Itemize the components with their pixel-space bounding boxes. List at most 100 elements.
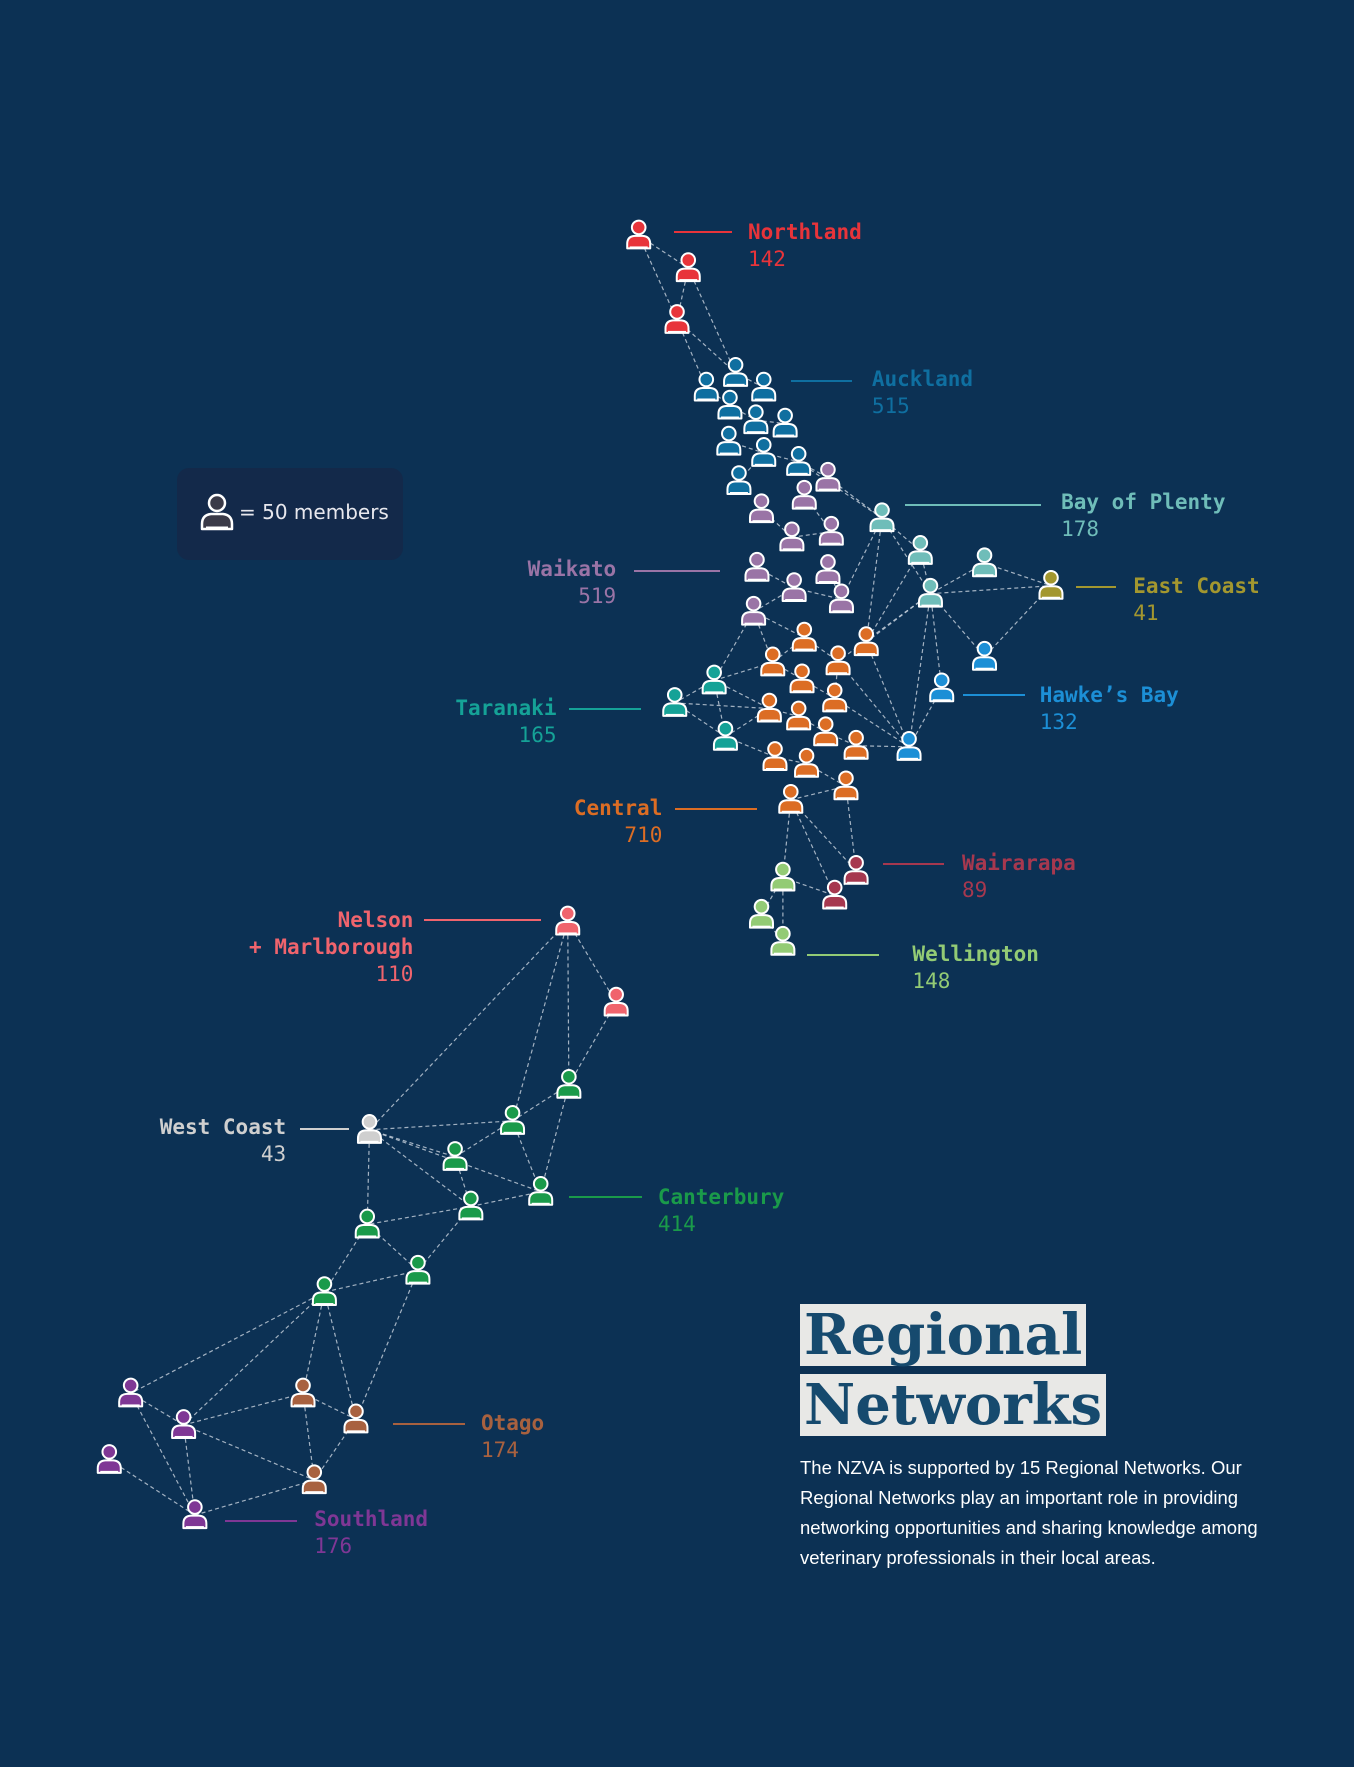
- region-name: Southland: [314, 1507, 429, 1532]
- network-link: [728, 440, 764, 454]
- network-link: [324, 1270, 419, 1293]
- wellington-person-icon: [748, 898, 774, 929]
- auckland-person-icon: [716, 425, 742, 456]
- hawke-s-bay-person-icon: [896, 731, 922, 761]
- network-link: [865, 641, 910, 748]
- network-link: [827, 569, 843, 600]
- otago-leader-line: [393, 1422, 466, 1425]
- region-name: Hawke’s Bay: [1039, 682, 1179, 707]
- network-link: [369, 1129, 456, 1158]
- network-link: [454, 1120, 513, 1158]
- waikato-person-icon: [781, 572, 807, 603]
- east-coast-person-icon: [1038, 569, 1064, 600]
- network-link: [763, 452, 799, 463]
- legend-text: = 50 members: [239, 500, 389, 524]
- auckland-person-icon: [743, 404, 769, 435]
- member-icons: [96, 219, 1064, 1530]
- member-count: 519: [578, 584, 617, 609]
- network-link: [470, 1191, 541, 1208]
- region-name: Wellington: [912, 941, 1039, 966]
- network-link: [369, 921, 569, 1131]
- waikato-person-icon: [791, 479, 817, 510]
- region-name: West Coast: [159, 1115, 287, 1140]
- canterbury-leader-line: [568, 1196, 643, 1199]
- hawke-s-bay-leader-line: [963, 694, 1026, 697]
- central-person-icon: [791, 621, 817, 652]
- wellington-person-icon: [770, 925, 796, 956]
- region-name: Bay of Plenty: [1061, 489, 1226, 514]
- auckland-label: Auckland 515: [872, 366, 973, 420]
- canterbury-label: Canterbury 414: [658, 1184, 784, 1238]
- region-name: Canterbury: [657, 1184, 785, 1209]
- network-link: [837, 660, 910, 748]
- network-link: [369, 1120, 513, 1131]
- region-name: + Marlborough: [249, 934, 414, 959]
- bay-of-plenty-person-icon: [972, 547, 998, 578]
- southland-person-icon: [182, 1499, 208, 1530]
- nelson-marlborough-person-icon: [555, 905, 581, 936]
- waikato-person-icon: [828, 583, 854, 614]
- central-leader-line: [674, 807, 757, 810]
- network-link: [676, 319, 707, 388]
- member-count: 165: [518, 723, 557, 748]
- taranaki-leader-line: [568, 707, 641, 710]
- bay-of-plenty-leader-line: [904, 503, 1041, 506]
- central-person-icon: [843, 729, 869, 760]
- wellington-label: Wellington 148: [912, 941, 1038, 995]
- auckland-person-icon: [751, 437, 777, 467]
- central-person-icon: [853, 626, 879, 657]
- taranaki-person-icon: [662, 687, 688, 717]
- network-link: [183, 1291, 325, 1426]
- west-coast-leader-line: [299, 1127, 350, 1130]
- auckland-leader-line: [790, 379, 852, 382]
- network-link: [183, 1392, 304, 1426]
- west-coast-person-icon: [356, 1114, 382, 1144]
- central-person-icon: [789, 663, 815, 694]
- member-count: 142: [747, 246, 786, 271]
- region-name: Auckland: [871, 367, 974, 392]
- wellington-leader-line: [806, 954, 879, 957]
- wairarapa-leader-line: [883, 862, 944, 865]
- member-count: 89: [961, 878, 988, 903]
- northland-label: Northland 142: [748, 219, 862, 273]
- network-link: [929, 593, 943, 689]
- northland-person-icon: [675, 252, 701, 283]
- waikato-person-icon: [815, 461, 841, 492]
- central-person-icon: [756, 692, 782, 723]
- network-link: [865, 518, 883, 643]
- network-link: [676, 319, 736, 374]
- member-count: 41: [1133, 601, 1159, 626]
- east-coast-leader-line: [1075, 585, 1117, 588]
- network-link: [674, 702, 770, 710]
- canterbury-person-icon: [500, 1105, 526, 1135]
- hawke-s-bay-person-icon: [929, 672, 955, 703]
- network-link: [774, 756, 807, 765]
- region-name: Taranaki: [455, 696, 557, 721]
- taranaki-person-icon: [701, 664, 727, 695]
- region-name: Waikato: [527, 557, 617, 582]
- auckland-person-icon: [772, 407, 798, 438]
- network-link: [790, 785, 847, 801]
- person-icon: [200, 493, 234, 531]
- network-link: [908, 593, 932, 747]
- waikato-person-icon: [815, 554, 841, 584]
- network-link: [753, 587, 795, 613]
- network-link: [865, 550, 921, 643]
- network-link: [367, 1205, 471, 1226]
- network-link: [313, 1418, 357, 1481]
- waikato-leader-line: [634, 570, 720, 573]
- bay-of-plenty-person-icon: [917, 577, 943, 608]
- member-count: 515: [871, 394, 910, 419]
- bay-of-plenty-person-icon: [907, 535, 933, 565]
- canterbury-person-icon: [528, 1175, 554, 1206]
- central-person-icon: [813, 716, 839, 747]
- member-count: 132: [1039, 709, 1078, 734]
- canterbury-person-icon: [442, 1141, 468, 1171]
- network-link: [355, 1270, 419, 1420]
- member-count: 178: [1061, 516, 1100, 541]
- canterbury-person-icon: [405, 1254, 431, 1285]
- network-link: [827, 477, 883, 519]
- wairarapa-label: Wairarapa 89: [962, 850, 1076, 904]
